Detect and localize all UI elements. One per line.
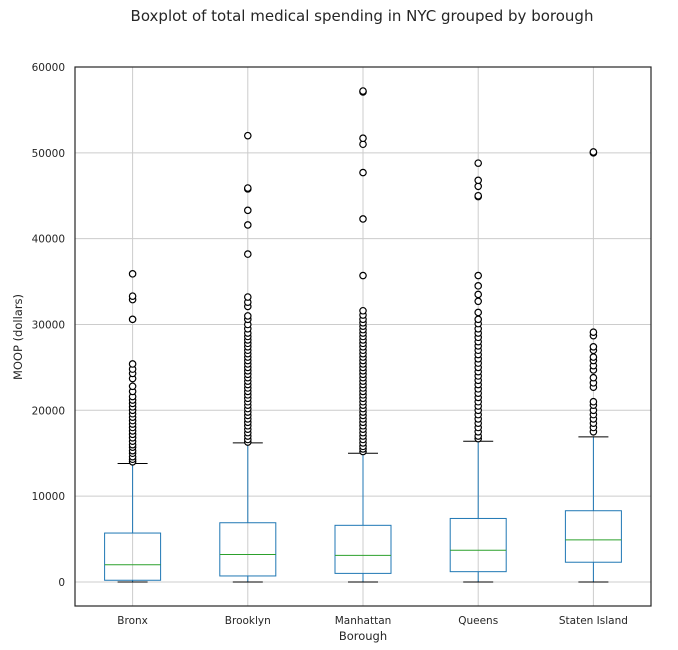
outlier-point: [359, 134, 367, 143]
outlier-point: [474, 315, 483, 324]
outlier-point: [244, 131, 252, 140]
outlier-point: [589, 328, 598, 337]
outlier-point: [128, 315, 137, 324]
outlier-point: [589, 373, 598, 382]
x-tick-label: Brooklyn: [225, 615, 271, 627]
outlier-point: [589, 148, 598, 156]
outlier-point: [589, 353, 598, 361]
outlier-point: [128, 292, 137, 300]
box-group: [334, 87, 392, 583]
outlier-point: [244, 184, 252, 192]
outlier-point: [359, 271, 367, 280]
x-tick-label: Manhattan: [335, 615, 392, 627]
tick-labels: 0 10000 20000 30000 40000 50000 60000 Bronx Broo…: [32, 62, 628, 627]
iqr-box: [104, 532, 162, 581]
outlier-point: [244, 293, 252, 301]
outlier-point: [359, 168, 367, 177]
y-tick-label: 0: [58, 577, 65, 589]
plot-frame: [74, 66, 652, 607]
x-tick-label: Staten Island: [559, 615, 628, 627]
outlier-point: [474, 271, 483, 280]
y-axis-label: MOOP (dollars): [11, 294, 25, 380]
box-group: [219, 131, 277, 583]
outlier-point: [244, 221, 252, 229]
outlier-point: [128, 382, 137, 391]
outlier-point: [589, 397, 598, 406]
x-tick-label: Bronx: [117, 615, 148, 627]
y-tick-label: 50000: [32, 148, 65, 160]
outlier-point: [474, 290, 483, 299]
y-tick-label: 10000: [32, 491, 65, 503]
y-tick-label: 30000: [32, 319, 65, 331]
x-axis-label: Borough: [339, 629, 387, 643]
chart-title: Boxplot of total medical spending in NYC…: [131, 7, 594, 25]
y-tick-label: 20000: [32, 405, 65, 417]
outlier-point: [474, 176, 483, 185]
box-layer: [104, 87, 622, 583]
outlier-point: [474, 282, 483, 290]
box-group: [104, 270, 162, 583]
outlier-point: [589, 342, 598, 351]
outlier-point: [244, 312, 252, 320]
outlier-point: [128, 270, 137, 278]
outlier-point: [359, 87, 367, 95]
outlier-point: [474, 297, 483, 306]
y-tick-label: 40000: [32, 234, 65, 246]
outlier-point: [474, 308, 483, 317]
outlier-point: [128, 360, 137, 368]
x-tick-label: Queens: [458, 615, 498, 627]
box-group: [564, 148, 622, 583]
outlier-point: [474, 159, 483, 167]
iqr-box: [219, 522, 277, 577]
iqr-box: [334, 524, 392, 574]
outlier-point: [474, 191, 483, 200]
box-group: [449, 159, 507, 583]
iqr-box: [564, 510, 622, 563]
outlier-point: [359, 215, 367, 223]
iqr-box: [449, 517, 507, 573]
y-tick-label: 60000: [32, 62, 65, 74]
outlier-point: [359, 306, 367, 315]
outlier-point: [244, 206, 252, 215]
outlier-point: [244, 250, 252, 258]
